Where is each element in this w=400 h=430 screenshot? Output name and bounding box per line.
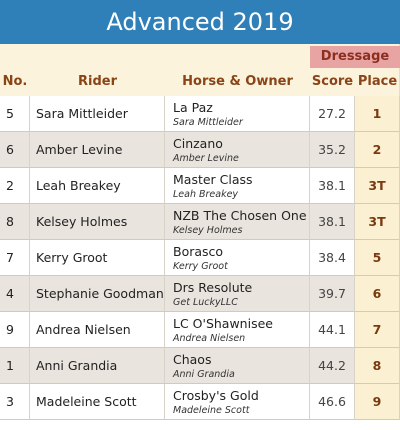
horse-name: Master Class [173,172,253,187]
rider-number: 1 [0,348,30,384]
owner-name: Amber Levine [173,153,239,164]
score: 39.7 [310,276,355,312]
horse-owner: NZB The Chosen One Kelsey Holmes [165,204,310,240]
place: 8 [355,348,400,384]
rider-number: 4 [0,276,30,312]
score: 27.2 [310,96,355,132]
rider-name: Andrea Nielsen [30,312,165,348]
horse-name: LC O'Shawnisee [173,316,273,331]
owner-name: Andrea Nielsen [173,333,246,344]
horse-owner: Chaos Anni Grandia [165,348,310,384]
column-header: Score [311,74,354,89]
rider-number: 8 [0,204,30,240]
rider-number: 6 [0,132,30,168]
owner-name: Anni Grandia [173,369,235,380]
score: 46.6 [310,384,355,420]
rider-name: Sara Mittleider [30,96,165,132]
rider-number: 3 [0,384,30,420]
rider-name: Leah Breakey [30,168,165,204]
rider-number: 9 [0,312,30,348]
score: 38.1 [310,204,355,240]
column-header: Place [357,74,398,89]
place: 5 [355,240,400,276]
place: 6 [355,276,400,312]
rider-name: Kerry Groot [30,240,165,276]
rider-number: 2 [0,168,30,204]
horse-owner: LC O'Shawnisee Andrea Nielsen [165,312,310,348]
column-header: Rider [78,74,117,89]
horse-name: NZB The Chosen One [173,208,307,223]
horse-name: Crosby's Gold [173,388,259,403]
horse-name: Drs Resolute [173,280,253,295]
horse-name: Chaos [173,352,212,367]
rider-name: Kelsey Holmes [30,204,165,240]
owner-name: Kelsey Holmes [173,225,243,236]
place: 7 [355,312,400,348]
horse-owner: Master Class Leah Breakey [165,168,310,204]
horse-name: Cinzano [173,136,223,151]
owner-name: Kerry Groot [173,261,228,272]
rider-name: Madeleine Scott [30,384,165,420]
horse-owner: Cinzano Amber Levine [165,132,310,168]
rider-number: 5 [0,96,30,132]
score: 38.4 [310,240,355,276]
score: 44.2 [310,348,355,384]
place: 2 [355,132,400,168]
place: 9 [355,384,400,420]
place: 1 [355,96,400,132]
horse-owner: Drs Resolute Get LuckyLLC [165,276,310,312]
title: Advanced 2019 [0,0,400,44]
horse-owner: Crosby's Gold Madeleine Scott [165,384,310,420]
score: 44.1 [310,312,355,348]
group-header: Dressage [310,46,400,68]
owner-name: Leah Breakey [173,189,239,200]
place: 3T [355,168,400,204]
rider-name: Anni Grandia [30,348,165,384]
score: 35.2 [310,132,355,168]
rider-name: Amber Levine [30,132,165,168]
place: 3T [355,204,400,240]
owner-name: Sara Mittleider [173,117,243,128]
score: 38.1 [310,168,355,204]
column-header: Horse & Owner [182,74,293,89]
horse-name: La Paz [173,100,213,115]
owner-name: Madeleine Scott [173,405,250,416]
column-header: No. [2,74,28,89]
horse-owner: Borasco Kerry Groot [165,240,310,276]
owner-name: Get LuckyLLC [173,297,238,308]
rider-number: 7 [0,240,30,276]
horse-owner: La Paz Sara Mittleider [165,96,310,132]
horse-name: Borasco [173,244,224,259]
rider-name: Stephanie Goodman [30,276,165,312]
